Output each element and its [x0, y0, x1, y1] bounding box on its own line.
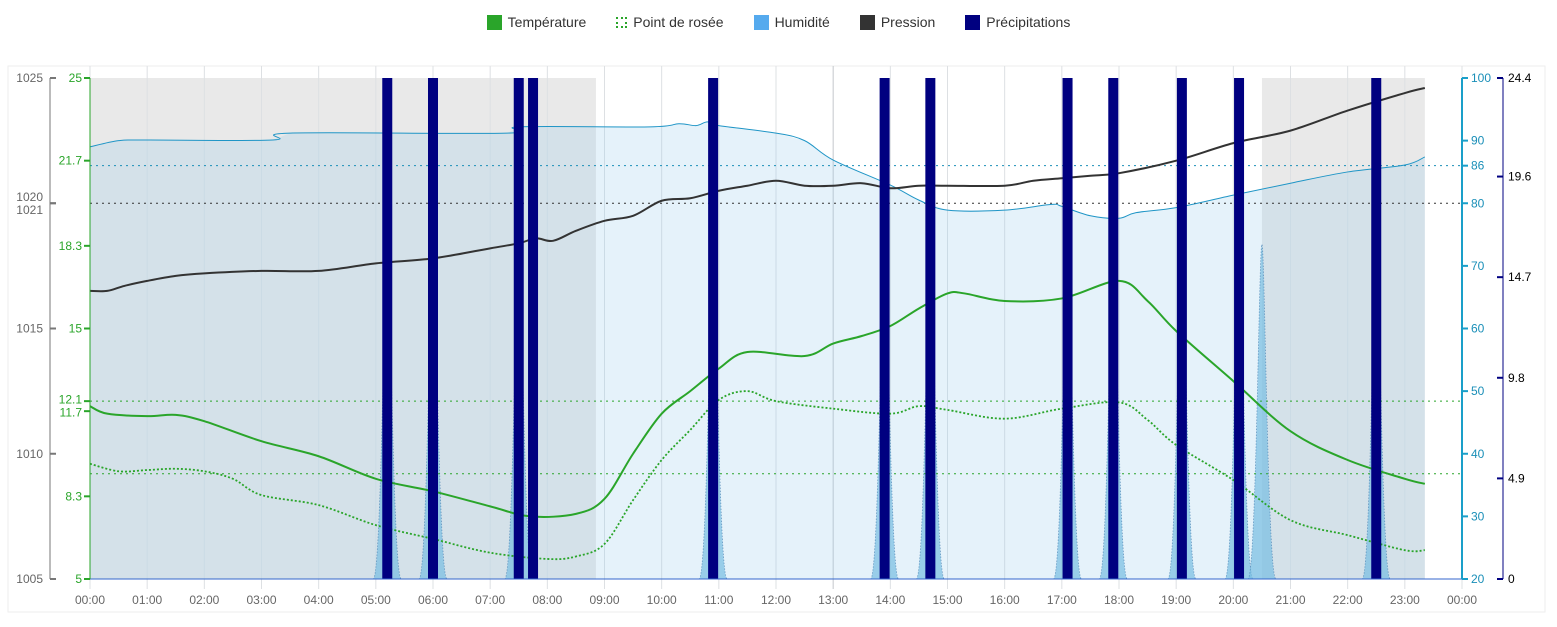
night-band: [1261, 78, 1425, 579]
humidity-tick-label: 86: [1471, 159, 1485, 173]
x-tick-label: 00:00: [1447, 593, 1477, 607]
precipitation-bar: [1108, 78, 1119, 579]
humidity-tick-label: 70: [1471, 259, 1485, 273]
temperature-line: [89, 279, 1426, 518]
temperature-tick-label: 21.7: [59, 154, 83, 168]
pressure-tick-label: 1015: [16, 322, 43, 336]
humidity-tick-label: 50: [1471, 384, 1485, 398]
pressure-tick-label: 1010: [16, 447, 43, 461]
x-tick-label: 08:00: [532, 593, 562, 607]
temperature-tick-label: 15: [69, 322, 83, 336]
x-tick-label: 11:00: [704, 593, 733, 607]
x-tick-label: 07:00: [475, 593, 505, 607]
x-tick-label: 00:00: [75, 593, 105, 607]
x-tick-label: 22:00: [1333, 593, 1363, 607]
legend-label: Point de rosée: [633, 14, 724, 30]
x-tick-label: 10:00: [647, 593, 677, 607]
x-tick-label: 21:00: [1275, 593, 1305, 607]
precipitation-bar: [528, 78, 539, 579]
precipitation-tick-label: 0: [1508, 572, 1515, 586]
x-tick-label: 17:00: [1047, 593, 1077, 607]
humidity-tick-label: 40: [1471, 447, 1485, 461]
x-tick-label: 15:00: [932, 593, 962, 607]
precipitation-bar: [879, 78, 890, 579]
humidity-tick-label: 60: [1471, 322, 1485, 336]
humidity-tick-label: 80: [1471, 196, 1485, 210]
x-tick-label: 23:00: [1390, 593, 1420, 607]
legend-item-point-de-rosee[interactable]: Point de rosée: [616, 14, 724, 30]
x-tick-label: 14:00: [875, 593, 905, 607]
precipitation-bar: [513, 78, 524, 579]
legend-swatch: [859, 14, 875, 30]
x-tick-label: 12:00: [761, 593, 791, 607]
legend-label: Précipitations: [986, 14, 1071, 30]
precipitation-bar: [1371, 78, 1382, 579]
temperature-tick-label: 8.3: [65, 489, 82, 503]
temperature-tick-label: 12.1: [59, 393, 83, 407]
x-tick-label: 02:00: [189, 593, 219, 607]
x-tick-label: 05:00: [361, 593, 391, 607]
humidity-tick-label: 30: [1471, 509, 1485, 523]
precipitation-tick-label: 19.6: [1508, 170, 1532, 184]
x-tick-label: 18:00: [1104, 593, 1134, 607]
pressure-tick-label: 1005: [16, 572, 43, 586]
humidity-tick-label: 90: [1471, 134, 1485, 148]
legend-item-precipitations[interactable]: Précipitations: [965, 14, 1070, 30]
humidity-tick-label: 100: [1471, 71, 1491, 85]
x-tick-label: 20:00: [1218, 593, 1248, 607]
legend-label: Pression: [880, 14, 936, 30]
pressure-tick-label: 1025: [16, 71, 43, 85]
x-tick-label: 03:00: [246, 593, 276, 607]
x-tick-label: 09:00: [589, 593, 619, 607]
precipitation-bar: [1062, 78, 1073, 579]
legend: Température Point de rosée Humidité Pressio…: [0, 14, 1557, 30]
dew-point-line: [89, 390, 1425, 561]
x-tick-label: 19:00: [1161, 593, 1191, 607]
legend-label: Humidité: [774, 14, 830, 30]
humidity-tick-label: 20: [1471, 572, 1485, 586]
precipitation-tick-label: 4.9: [1508, 471, 1525, 485]
temperature-tick-label: 5: [75, 572, 82, 586]
temperature-tick-label: 18.3: [59, 239, 83, 253]
legend-swatch: [965, 14, 981, 30]
temperature-tick-label: 11.7: [60, 406, 83, 420]
precipitation-bar: [708, 78, 719, 579]
precipitation-tick-label: 14.7: [1508, 270, 1532, 284]
precipitation-tick-label: 24.4: [1508, 71, 1532, 85]
legend-item-temperature[interactable]: Température: [486, 14, 587, 30]
precipitation-bar: [1234, 78, 1245, 579]
legend-item-humidite[interactable]: Humidité: [753, 14, 830, 30]
legend-swatch: [616, 16, 628, 28]
legend-item-pression[interactable]: Pression: [859, 14, 936, 30]
pressure-tick-label: 1020: [16, 190, 43, 204]
precipitation-bar: [382, 78, 393, 579]
temperature-tick-label: 25: [69, 71, 83, 85]
x-tick-label: 04:00: [304, 593, 334, 607]
x-tick-label: 01:00: [132, 593, 162, 607]
precipitation-bar: [428, 78, 438, 579]
humidity-line: [89, 121, 1426, 219]
precipitation-tick-label: 9.8: [1508, 371, 1525, 385]
legend-label: Température: [507, 14, 587, 30]
x-tick-label: 13:00: [818, 593, 848, 607]
legend-swatch: [753, 14, 769, 30]
precipitation-peak: [1247, 243, 1277, 580]
pressure-tick-label: 1021: [16, 203, 43, 217]
x-tick-label: 16:00: [990, 593, 1020, 607]
humidity-area: [90, 121, 1425, 580]
x-tick-label: 06:00: [418, 593, 448, 607]
precipitation-bar: [925, 78, 936, 579]
precipitation-bar: [1176, 78, 1187, 579]
legend-swatch: [486, 14, 502, 30]
